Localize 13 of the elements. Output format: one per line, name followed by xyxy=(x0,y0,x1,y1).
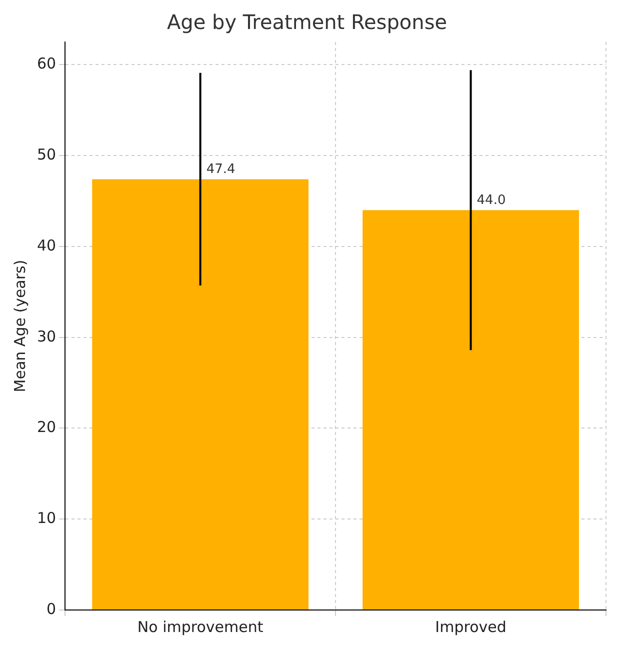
y-tick-label: 10 xyxy=(36,509,56,528)
x-tick-label: No improvement xyxy=(137,618,264,636)
y-axis-title: Mean Age (years) xyxy=(10,260,29,392)
data-label: 47.4 xyxy=(206,162,236,178)
x-tick-label: Improved xyxy=(435,618,506,636)
y-tick-label: 50 xyxy=(36,145,56,164)
y-tick-label: 20 xyxy=(36,418,56,436)
y-tick-label: 30 xyxy=(36,327,56,346)
y-tick-label: 0 xyxy=(46,600,56,618)
y-tick-label: 60 xyxy=(36,54,56,73)
data-label: 44.0 xyxy=(476,193,506,208)
chart-title: Age by Treatment Response xyxy=(166,10,448,34)
y-tick-label: 40 xyxy=(36,236,56,254)
